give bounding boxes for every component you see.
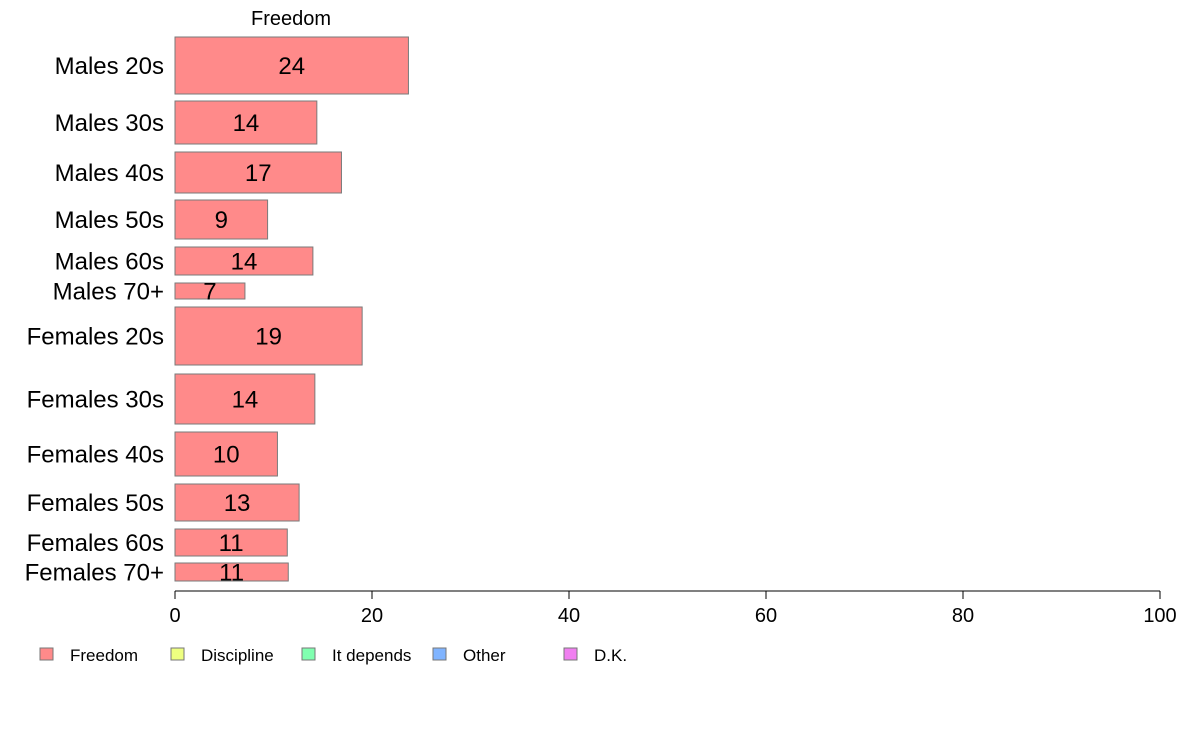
bar-value-label: 19 — [255, 324, 282, 351]
category-label: Females 60s — [27, 530, 164, 557]
legend-label: D.K. — [594, 646, 627, 665]
bar-value-label: 24 — [278, 53, 305, 80]
x-tick-label: 80 — [952, 605, 974, 627]
category-labels: Males 20s Males 30s Males 40s Males 50s Male… — [25, 53, 164, 587]
category-label: Males 60s — [55, 249, 164, 276]
legend-swatch — [432, 647, 447, 661]
category-label: Females 50s — [27, 490, 164, 517]
bar-males-70- — [174, 282, 246, 300]
column-title: Freedom — [251, 8, 331, 30]
legend-swatch — [563, 647, 578, 661]
legend-label: Discipline — [201, 646, 274, 665]
bar-females-40s — [174, 431, 278, 477]
x-axis: 0 20 40 60 80 100 — [169, 590, 1177, 627]
category-label: Males 30s — [55, 110, 164, 137]
category-label: Females 30s — [27, 387, 164, 414]
category-label: Males 40s — [55, 160, 164, 187]
legend: Freedom Discipline It depends Other D.K. — [39, 646, 627, 665]
bar-value-label: 14 — [231, 249, 258, 276]
bar-females-50s — [174, 483, 300, 522]
bar-males-30s — [174, 100, 318, 145]
category-label: Males 20s — [55, 53, 164, 80]
bar-value-label: 13 — [224, 490, 251, 517]
bar-females-20s — [174, 306, 363, 366]
bar-males-60s — [174, 246, 314, 276]
legend-swatch — [170, 647, 185, 661]
bar-females-60s — [174, 528, 288, 557]
bar-males-50s — [174, 199, 269, 240]
legend-swatch — [39, 647, 54, 661]
x-tick-label: 100 — [1143, 605, 1176, 627]
bar-males-20s — [174, 36, 409, 95]
bar-females-30s — [174, 373, 316, 425]
category-label: Females 70+ — [25, 560, 164, 587]
x-tick-label: 0 — [169, 605, 180, 627]
bar-value-label: 11 — [219, 560, 244, 587]
legend-swatch — [301, 647, 316, 661]
x-tick-label: 20 — [361, 605, 383, 627]
legend-label: Other — [463, 646, 506, 665]
category-label: Males 70+ — [53, 279, 164, 306]
category-label: Females 40s — [27, 442, 164, 469]
category-label: Females 20s — [27, 324, 164, 351]
x-tick-label: 40 — [558, 605, 580, 627]
legend-label: Freedom — [70, 646, 138, 665]
bar-value-label: 9 — [215, 207, 228, 234]
bar-females-70- — [174, 562, 289, 582]
x-tick-label: 60 — [755, 605, 777, 627]
category-label: Males 50s — [55, 207, 164, 234]
bar-value-label: 14 — [233, 110, 260, 137]
bar-value-label: 7 — [203, 279, 216, 306]
bar-value-label: 11 — [219, 530, 244, 557]
legend-label: It depends — [332, 646, 411, 665]
bar-value-label: 14 — [232, 387, 259, 414]
bar-males-40s — [174, 151, 342, 194]
bar-value-label: 17 — [245, 160, 272, 187]
bar-value-label: 10 — [213, 442, 240, 469]
